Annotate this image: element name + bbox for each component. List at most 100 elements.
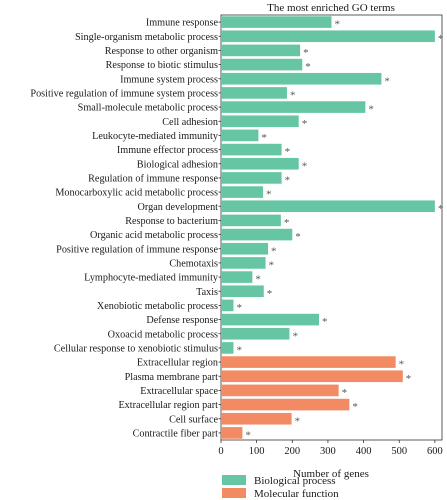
legend-label: Biological process bbox=[254, 475, 336, 487]
significance-marker: * bbox=[284, 217, 290, 229]
category-label: Positive regulation of immune system pro… bbox=[30, 88, 218, 99]
x-tick-label: 600 bbox=[427, 446, 443, 457]
category-label: Plasma membrane part bbox=[125, 372, 219, 383]
bar bbox=[221, 384, 339, 397]
category-label: Leukocyte-mediated immunity bbox=[92, 131, 219, 142]
bar bbox=[221, 16, 332, 28]
legend-label: Molecular function bbox=[254, 488, 339, 500]
significance-marker: * bbox=[236, 344, 242, 356]
significance-marker: * bbox=[267, 288, 273, 300]
x-tick-label: 300 bbox=[320, 446, 336, 457]
significance-marker: * bbox=[255, 274, 261, 286]
significance-marker: * bbox=[399, 359, 405, 371]
bar bbox=[221, 271, 253, 283]
bar bbox=[221, 157, 299, 170]
significance-marker: * bbox=[406, 373, 412, 385]
significance-marker: * bbox=[245, 429, 251, 441]
significance-marker: * bbox=[295, 415, 301, 427]
significance-marker: * bbox=[368, 104, 374, 116]
x-axis-title: Number of genes bbox=[293, 468, 369, 480]
significance-marker: * bbox=[302, 118, 308, 130]
category-label: Single-organism metabolic process bbox=[75, 32, 218, 43]
category-label: Taxis bbox=[196, 287, 218, 298]
bar bbox=[221, 87, 287, 99]
bar bbox=[221, 370, 403, 383]
category-label: Response to other organism bbox=[105, 46, 218, 57]
category-label: Extracellular region bbox=[137, 358, 218, 369]
significance-marker: * bbox=[335, 19, 341, 31]
category-label: Immune system process bbox=[120, 74, 218, 85]
category-label: Organic acid metabolic process bbox=[90, 230, 218, 241]
plot-area: Immune response * Single-organism metaboli… bbox=[30, 14, 444, 457]
bar bbox=[221, 427, 243, 439]
bar bbox=[221, 285, 264, 298]
category-label: Organ development bbox=[138, 202, 219, 213]
category-label: Cellular response to xenobiotic stimulus bbox=[54, 343, 218, 354]
significance-marker: * bbox=[322, 316, 328, 328]
bar bbox=[221, 313, 320, 326]
bar bbox=[221, 214, 281, 227]
chart-title: The most enriched GO terms bbox=[267, 2, 395, 14]
legend-swatch bbox=[222, 475, 246, 485]
significance-marker: * bbox=[290, 89, 296, 101]
bar bbox=[221, 101, 366, 113]
category-label: Extracellular space bbox=[140, 386, 218, 397]
significance-marker: * bbox=[285, 174, 291, 186]
plot-frame bbox=[220, 14, 443, 441]
category-label: Oxoacid metabolic process bbox=[108, 329, 218, 340]
bar bbox=[221, 129, 259, 142]
significance-marker: * bbox=[438, 33, 444, 45]
category-label: Positive regulation of immune response bbox=[56, 244, 218, 255]
x-tick-label: 200 bbox=[284, 446, 300, 457]
significance-marker: * bbox=[303, 47, 309, 59]
category-label: Biological adhesion bbox=[137, 159, 218, 170]
x-tick-label: 500 bbox=[391, 446, 407, 457]
bar bbox=[221, 72, 382, 85]
category-label: Defense response bbox=[146, 315, 218, 326]
significance-marker: * bbox=[302, 160, 308, 172]
significance-marker: * bbox=[342, 387, 348, 399]
significance-marker: * bbox=[236, 302, 242, 314]
significance-marker: * bbox=[261, 132, 267, 144]
bar bbox=[221, 143, 282, 156]
category-label: Immune response bbox=[146, 18, 219, 29]
category-label: Response to bacterium bbox=[125, 216, 218, 227]
bar bbox=[221, 115, 299, 128]
significance-marker: * bbox=[271, 245, 277, 257]
bar bbox=[221, 412, 292, 425]
category-label: Cell surface bbox=[169, 414, 218, 425]
significance-marker: * bbox=[352, 401, 358, 413]
bar bbox=[221, 200, 435, 213]
category-label: Small-molecule metabolic process bbox=[78, 103, 218, 114]
significance-marker: * bbox=[295, 231, 301, 243]
significance-marker: * bbox=[305, 61, 311, 73]
bar bbox=[221, 299, 234, 312]
significance-marker: * bbox=[438, 203, 444, 215]
category-label: Immune effector process bbox=[117, 145, 218, 156]
x-tick-label: 0 bbox=[218, 446, 223, 457]
bar bbox=[221, 327, 290, 340]
category-label: Monocarboxylic acid metabolic process bbox=[55, 188, 218, 199]
bar bbox=[221, 356, 396, 368]
bar bbox=[221, 44, 301, 57]
legend-swatch bbox=[222, 488, 246, 498]
bar bbox=[221, 30, 435, 43]
category-label: Cell adhesion bbox=[162, 117, 218, 128]
significance-marker: * bbox=[266, 189, 272, 201]
bar bbox=[221, 257, 266, 269]
significance-marker: * bbox=[269, 259, 275, 271]
bar bbox=[221, 172, 282, 184]
category-label: Xenobiotic metabolic process bbox=[97, 301, 218, 312]
bar bbox=[221, 58, 303, 71]
bar bbox=[221, 398, 350, 411]
significance-marker: * bbox=[292, 330, 298, 342]
x-tick-label: 100 bbox=[249, 446, 265, 457]
category-label: Lymphocyte-mediated immunity bbox=[84, 273, 219, 284]
bar bbox=[221, 242, 269, 255]
bar bbox=[221, 186, 264, 198]
x-tick-label: 400 bbox=[356, 446, 372, 457]
category-label: Extracellular region part bbox=[118, 400, 218, 411]
category-label: Contractile fiber part bbox=[133, 428, 219, 439]
